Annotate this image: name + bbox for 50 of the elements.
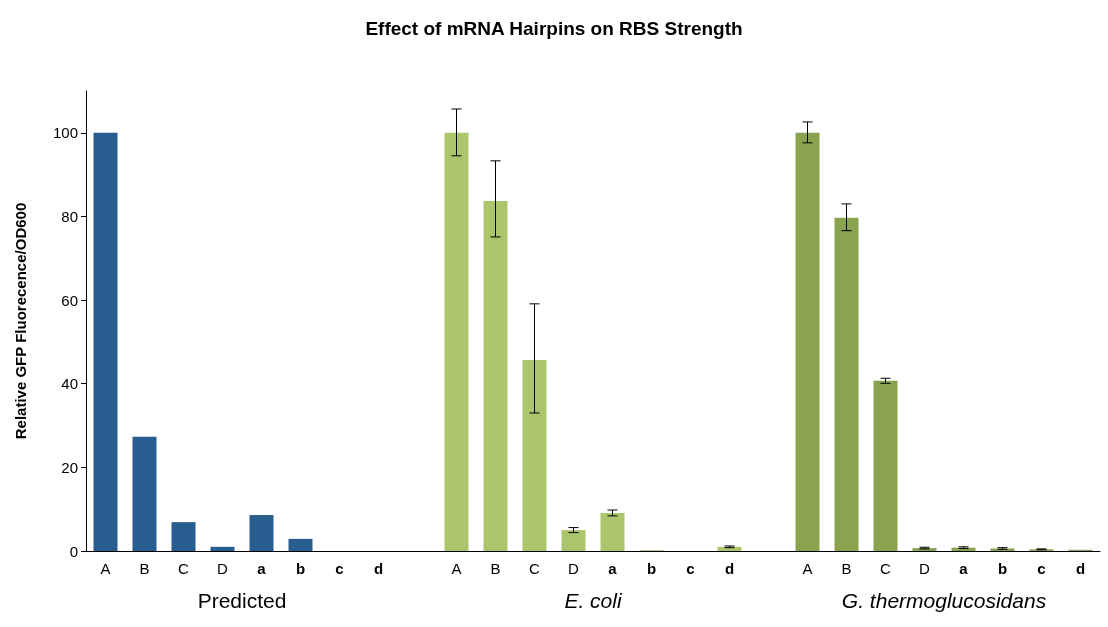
x-tick-label: D (919, 560, 931, 577)
x-tick-label: D (568, 560, 580, 577)
bar (600, 512, 625, 551)
bar (483, 200, 508, 551)
y-tick-label: 100 (52, 124, 78, 142)
chart-title: Effect of mRNA Hairpins on RBS Strength (365, 18, 743, 39)
bar (171, 522, 196, 551)
bar (795, 132, 820, 551)
y-axis-title: Relative GFP Fluorecence/OD600 (12, 202, 29, 440)
x-tick-label: B (841, 560, 852, 577)
x-tick-label: C (529, 560, 541, 577)
x-tick-label: A (802, 560, 813, 577)
x-tick-label: C (178, 560, 190, 577)
bar (717, 546, 742, 551)
x-tick-label: a (959, 560, 969, 577)
x-tick-label: B (139, 560, 150, 577)
x-tick-label: B (490, 560, 501, 577)
x-tick-label: b (997, 560, 1008, 577)
y-tick-label: 80 (61, 207, 78, 225)
x-tick-label: b (295, 560, 306, 577)
y-tick-label: 40 (61, 375, 78, 393)
y-tick-label: 0 (69, 542, 78, 560)
x-tick-label: A (100, 560, 111, 577)
x-tick-label: d (1075, 560, 1086, 577)
x-tick-label: a (608, 560, 618, 577)
series-label: G. thermoglucosidans (841, 588, 1047, 612)
bar (834, 217, 859, 551)
bar (522, 359, 547, 551)
x-tick-label: c (686, 560, 695, 577)
x-tick-label: D (217, 560, 229, 577)
x-tick-label: b (646, 560, 657, 577)
bar (873, 380, 898, 551)
bar (210, 546, 235, 551)
x-tick-label: c (1037, 560, 1046, 577)
x-tick-label: d (724, 560, 735, 577)
bar (93, 132, 118, 551)
bar (561, 530, 586, 551)
x-tick-label: d (373, 560, 384, 577)
series-label: Predicted (197, 588, 287, 612)
x-tick-label: C (880, 560, 892, 577)
x-tick-label: c (335, 560, 344, 577)
x-tick-label: A (451, 560, 462, 577)
bar (444, 132, 469, 551)
y-tick-label: 60 (61, 291, 78, 309)
bar (132, 436, 157, 551)
bar (288, 538, 313, 551)
x-tick-label: a (257, 560, 267, 577)
bar (249, 515, 274, 551)
series-label: E. coli (564, 588, 623, 612)
y-tick-label: 20 (61, 458, 78, 476)
